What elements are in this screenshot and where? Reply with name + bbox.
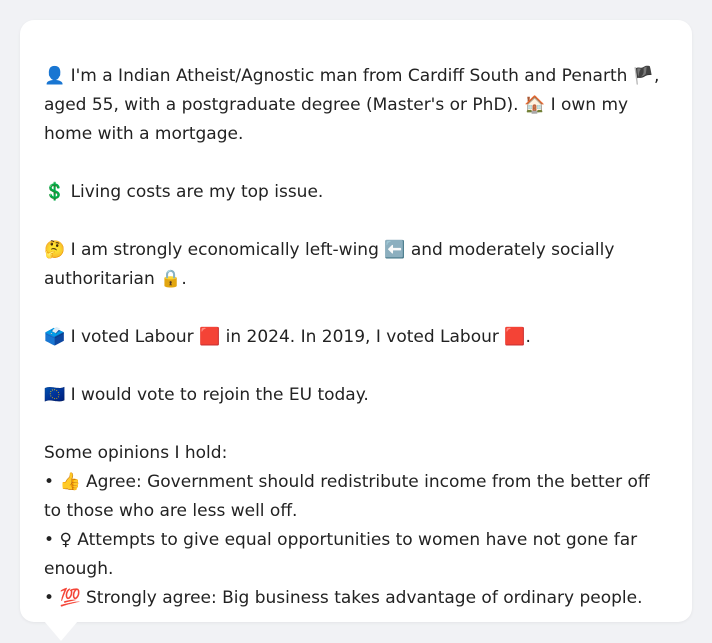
politics-text-b: and moderately socially authoritarian xyxy=(44,240,615,289)
bullet: • xyxy=(44,588,55,608)
opinion-item-1: • 👍 Agree: Government should redistribut… xyxy=(44,468,668,526)
dollar-icon: 💲 xyxy=(44,182,66,202)
opinion-text: Attempts to give equal opportunities to … xyxy=(44,530,638,579)
politics-text-c: . xyxy=(181,269,187,289)
opinions-heading: Some opinions I hold: xyxy=(44,443,228,463)
persona-card: 👤 I'm a Indian Atheist/Agnostic man from… xyxy=(20,20,692,622)
wales-flag-icon: 🏴 xyxy=(632,66,654,86)
house-icon: 🏠 xyxy=(523,95,546,115)
issue-paragraph: 💲 Living costs are my top issue. xyxy=(44,178,668,207)
eu-paragraph: 🇪🇺 I would vote to rejoin the EU today. xyxy=(44,381,668,410)
ballot-box-icon: 🗳️ xyxy=(44,327,66,347)
politics-text-a: I am strongly economically left-wing xyxy=(70,240,379,260)
thinking-face-icon: 🤔 xyxy=(44,240,66,260)
opinion-text: Agree: Government should redistribute in… xyxy=(44,472,650,521)
politics-paragraph: 🤔 I am strongly economically left-wing ⬅… xyxy=(44,236,668,294)
speech-bubble-tail xyxy=(44,621,78,641)
bullet: • xyxy=(44,530,55,550)
thumbs-up-icon: 👍 xyxy=(59,472,81,492)
person-icon: 👤 xyxy=(44,66,66,86)
issue-text: Living costs are my top issue. xyxy=(70,182,324,202)
lock-icon: 🔒 xyxy=(160,269,182,289)
votes-paragraph: 🗳️ I voted Labour 🟥 in 2024. In 2019, I … xyxy=(44,323,668,352)
profile-text-b: , aged 55, with a postgraduate degree (M… xyxy=(44,66,660,115)
votes-text-b: in 2024. In 2019, I voted Labour xyxy=(225,327,499,347)
opinion-item-3: • 💯 Strongly agree: Big business takes a… xyxy=(44,584,668,613)
hundred-points-icon: 💯 xyxy=(59,588,81,608)
eu-text: I would vote to rejoin the EU today. xyxy=(70,385,369,405)
profile-paragraph: 👤 I'm a Indian Atheist/Agnostic man from… xyxy=(44,62,668,149)
left-arrow-icon: ⬅️ xyxy=(384,240,406,260)
opinion-item-2: • ♀ Attempts to give equal opportunities… xyxy=(44,526,668,584)
bullet: • xyxy=(44,472,55,492)
female-sign-icon: ♀ xyxy=(59,530,72,550)
votes-text-a: I voted Labour xyxy=(70,327,194,347)
profile-text-c: I own my home with a mortgage. xyxy=(44,95,629,144)
eu-flag-icon: 🇪🇺 xyxy=(44,385,66,405)
profile-text-a: I'm a Indian Atheist/Agnostic man from C… xyxy=(70,66,628,86)
opinion-text: Strongly agree: Big business takes advan… xyxy=(86,588,643,608)
votes-text-c: . xyxy=(525,327,531,347)
red-square-icon-2: 🟥 xyxy=(504,327,526,347)
red-square-icon: 🟥 xyxy=(199,327,221,347)
